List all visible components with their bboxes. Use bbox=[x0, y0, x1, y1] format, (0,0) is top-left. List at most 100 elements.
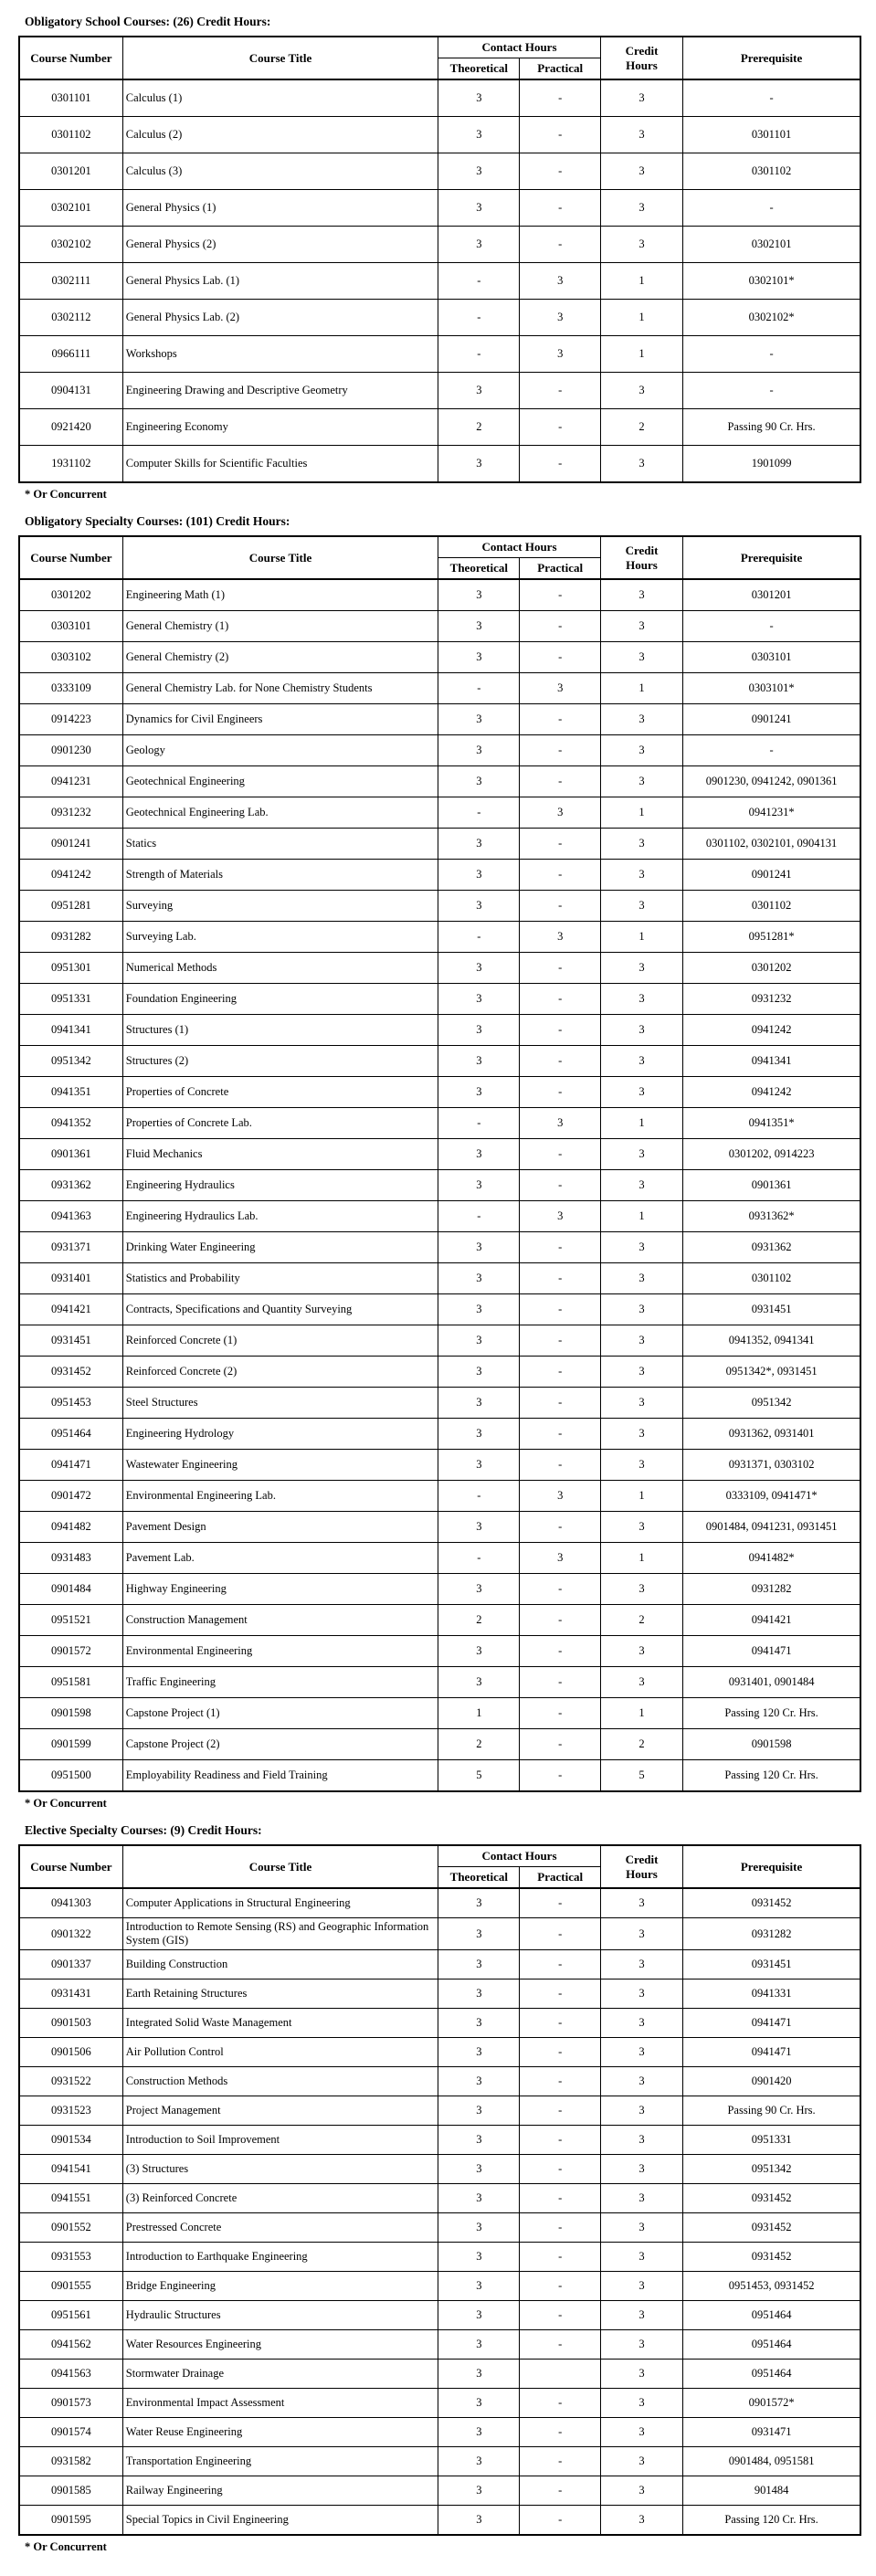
prerequisite-cell: 0941242 bbox=[682, 1076, 861, 1108]
practical-header: Practical bbox=[519, 1866, 601, 1889]
section-heading: Elective Specialty Courses: (9) Credit H… bbox=[25, 1823, 262, 1837]
practical-cell: - bbox=[519, 226, 601, 263]
practical-cell: 3 bbox=[519, 335, 601, 373]
course-title-cell: Dynamics for Civil Engineers bbox=[121, 703, 439, 735]
course-number-cell: 0901595 bbox=[18, 2505, 123, 2536]
prerequisite-cell: 0901241 bbox=[682, 703, 861, 735]
table-row: 0901573 Environmental Impact Assessment 3-… bbox=[18, 2388, 861, 2418]
prerequisite-cell: 0333109, 0941471* bbox=[682, 1480, 861, 1512]
table-row: 0921420 Engineering Economy 2-2 Passing 90 … bbox=[18, 408, 861, 446]
practical-cell: - bbox=[519, 1387, 601, 1419]
theoretical-cell: 3 bbox=[438, 2125, 521, 2155]
theoretical-cell: 3 bbox=[438, 2417, 521, 2447]
practical-cell: 3 bbox=[519, 797, 601, 829]
prerequisite-cell: 0301102 bbox=[682, 153, 861, 190]
prerequisite-cell: 0901598 bbox=[682, 1728, 861, 1760]
table-row: 0901598 Capstone Project (1) 1-1 Passing 12… bbox=[18, 1697, 861, 1729]
table-header: Course Number Course Title Contact Hours… bbox=[18, 1844, 861, 1889]
theoretical-cell: 3 bbox=[438, 1293, 521, 1325]
credit-hours-cell: 3 bbox=[599, 1231, 684, 1263]
theoretical-cell: 3 bbox=[438, 2096, 521, 2126]
table-row: 0931483 Pavement Lab. -3 1 0941482* bbox=[18, 1542, 861, 1574]
contact-hours-header: Contact Hours bbox=[438, 36, 601, 58]
credit-hours-cell: 3 bbox=[599, 1293, 684, 1325]
course-title-cell: Air Pollution Control bbox=[121, 2037, 439, 2067]
theoretical-cell: 3 bbox=[438, 703, 521, 735]
theoretical-header: Theoretical bbox=[438, 557, 521, 580]
course-number-cell: 0901598 bbox=[18, 1697, 123, 1729]
course-title-cell: Highway Engineering bbox=[121, 1573, 439, 1605]
practical-cell: - bbox=[519, 153, 601, 190]
prerequisite-cell: 0931371, 0303102 bbox=[682, 1449, 861, 1481]
course-title-cell: Reinforced Concrete (2) bbox=[121, 1356, 439, 1388]
prerequisite-cell: 0951453, 0931452 bbox=[682, 2271, 861, 2301]
practical-cell: - bbox=[519, 2154, 601, 2184]
course-title-cell: Engineering Economy bbox=[121, 408, 439, 446]
course-title-cell: General Physics (1) bbox=[121, 189, 439, 227]
table-row: 0941231 Geotechnical Engineering 3-3 090123… bbox=[18, 765, 861, 797]
course-title-cell: Water Resources Engineering bbox=[121, 2329, 439, 2360]
course-title-cell: Traffic Engineering bbox=[121, 1666, 439, 1698]
credit-hours-cell: 3 bbox=[599, 2183, 684, 2213]
practical-cell: - bbox=[519, 859, 601, 891]
theoretical-cell: 3 bbox=[438, 1666, 521, 1698]
prerequisite-cell: 0941421 bbox=[682, 1604, 861, 1636]
course-number-header: Course Number bbox=[18, 535, 123, 580]
course-number-cell: 0301202 bbox=[18, 578, 123, 611]
elective-courses-table: Course Number Course Title Contact Hours… bbox=[18, 1844, 861, 2536]
prerequisite-cell: 0901484, 0951581 bbox=[682, 2446, 861, 2476]
prerequisite-cell: 0931452 bbox=[682, 2242, 861, 2272]
credit-hours-cell: 2 bbox=[599, 1604, 684, 1636]
practical-cell: - bbox=[519, 79, 601, 117]
course-title-cell: Capstone Project (2) bbox=[121, 1728, 439, 1760]
table-row: 0301101 Calculus (1) 3-3- bbox=[18, 79, 861, 117]
practical-cell: - bbox=[519, 983, 601, 1015]
course-number-cell: 0901322 bbox=[18, 1917, 123, 1950]
practical-cell: 3 bbox=[519, 921, 601, 953]
course-number-cell: 0901552 bbox=[18, 2212, 123, 2243]
practical-cell: - bbox=[519, 703, 601, 735]
course-number-cell: 0931523 bbox=[18, 2096, 123, 2126]
credit-hours-cell: 1 bbox=[599, 262, 684, 300]
course-number-cell: 0921420 bbox=[18, 408, 123, 446]
course-title-cell: Properties of Concrete bbox=[121, 1076, 439, 1108]
table-row: 0931362 Engineering Hydraulics 3-3 0901361 bbox=[18, 1169, 861, 1201]
table-row: 0901555 Bridge Engineering 3-3 0951453, 093… bbox=[18, 2271, 861, 2301]
credit-hours-cell: 3 bbox=[599, 1635, 684, 1667]
table-row: 0303102 General Chemistry (2) 3-3 0303101 bbox=[18, 641, 861, 673]
prerequisite-cell: 0931362* bbox=[682, 1200, 861, 1232]
practical-cell: - bbox=[519, 1887, 601, 1918]
practical-cell: - bbox=[519, 2271, 601, 2301]
prerequisite-cell: 0951464 bbox=[682, 2359, 861, 2389]
course-number-cell: 0951500 bbox=[18, 1759, 123, 1792]
course-number-cell: 0951301 bbox=[18, 952, 123, 984]
practical-cell: 3 bbox=[519, 299, 601, 336]
course-number-cell: 0931401 bbox=[18, 1262, 123, 1294]
course-title-cell: Construction Management bbox=[121, 1604, 439, 1636]
table-row: 0951500 Employability Readiness and Field… bbox=[18, 1759, 861, 1792]
credit-hours-cell: 3 bbox=[599, 1949, 684, 1980]
practical-cell: 3 bbox=[519, 672, 601, 704]
or-concurrent-footnote: * Or Concurrent bbox=[25, 488, 107, 501]
course-number-cell: 0941341 bbox=[18, 1014, 123, 1046]
credit-hours-cell: 3 bbox=[599, 610, 684, 642]
prerequisite-cell: 0901241 bbox=[682, 859, 861, 891]
practical-cell: - bbox=[519, 1728, 601, 1760]
theoretical-cell: 3 bbox=[438, 2066, 521, 2096]
credit-hours-cell: 3 bbox=[599, 2066, 684, 2096]
practical-cell: - bbox=[519, 828, 601, 860]
practical-cell: - bbox=[519, 578, 601, 611]
course-title-cell: Capstone Project (1) bbox=[121, 1697, 439, 1729]
theoretical-cell: 3 bbox=[438, 2446, 521, 2476]
course-title-cell: Transportation Engineering bbox=[121, 2446, 439, 2476]
table-row: 0941242 Strength of Materials 3-3 0901241 bbox=[18, 859, 861, 891]
theoretical-cell: 3 bbox=[438, 2300, 521, 2330]
course-number-cell: 0301102 bbox=[18, 116, 123, 153]
theoretical-cell: - bbox=[438, 335, 521, 373]
prerequisite-cell: 0931362, 0931401 bbox=[682, 1418, 861, 1450]
theoretical-cell: - bbox=[438, 672, 521, 704]
credit-hours-cell: 3 bbox=[599, 641, 684, 673]
prerequisite-header: Prerequisite bbox=[682, 535, 861, 580]
course-number-cell: 0941363 bbox=[18, 1200, 123, 1232]
table-row: 0931371 Drinking Water Engineering 3-3 0931… bbox=[18, 1231, 861, 1263]
